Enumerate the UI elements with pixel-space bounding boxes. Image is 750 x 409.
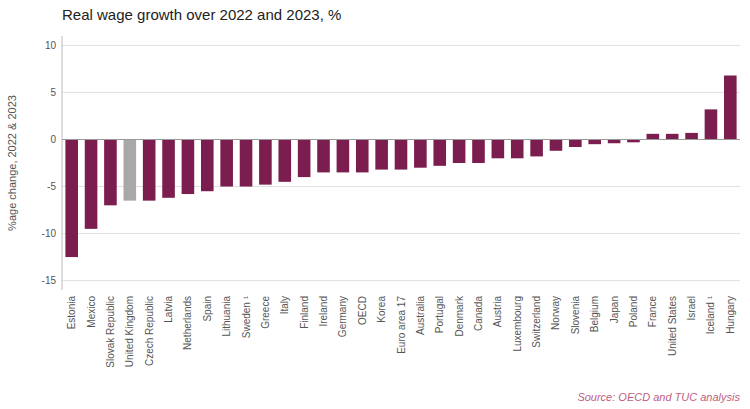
x-tick-label: Israel: [686, 296, 697, 320]
bar: [220, 139, 233, 186]
bar: [337, 139, 350, 172]
bar: [550, 139, 563, 150]
bar: [433, 139, 446, 165]
bar: [104, 139, 117, 205]
bar: [278, 139, 291, 181]
x-tick-label: OECD: [357, 296, 368, 325]
bar: [65, 139, 78, 257]
bar: [492, 139, 505, 158]
x-tick-label: Slovak Republic: [105, 296, 116, 368]
x-tick-label: Korea: [376, 296, 387, 323]
x-tick-label: Greece: [260, 296, 271, 329]
bar: [298, 139, 311, 177]
zero-line: [62, 139, 740, 140]
bar: [608, 139, 621, 143]
bar: [317, 139, 330, 172]
bar: [414, 139, 427, 167]
x-tick-label: Finland: [299, 296, 310, 329]
x-tick-label: Germany: [337, 296, 348, 337]
x-tick-label: Ireland: [318, 296, 329, 327]
bar: [705, 109, 718, 139]
y-axis-line: [62, 36, 63, 290]
y-tick-label: -10: [42, 228, 57, 239]
chart: Real wage growth over 2022 and 2023, % -1…: [0, 0, 750, 409]
y-axis-label: %age change, 2022 & 2023: [6, 95, 18, 231]
x-tick-label: Portugal: [434, 296, 445, 333]
y-tick-label: 0: [50, 134, 56, 145]
x-tick-label: Euro area 17: [396, 296, 407, 354]
x-tick-label: Switzerland: [531, 296, 542, 348]
bar: [511, 139, 524, 158]
grid-line: [62, 280, 740, 281]
x-tick-label: Australia: [415, 296, 426, 335]
background: [0, 0, 750, 409]
bar: [724, 76, 737, 140]
y-tick-label: -5: [47, 181, 56, 192]
grid-line: [62, 92, 740, 93]
y-tick-label: 10: [45, 40, 57, 51]
bar: [685, 133, 698, 140]
bar: [85, 139, 98, 228]
x-tick-label: Norway: [550, 296, 561, 330]
x-tick-label: United States: [667, 296, 678, 356]
x-tick-label: Austria: [492, 296, 503, 328]
x-tick-label: Belgium: [589, 296, 600, 332]
bar: [569, 139, 582, 147]
x-tick-label: Luxembourg: [512, 296, 523, 352]
bar: [240, 139, 253, 186]
x-tick-label: Netherlands: [182, 296, 193, 350]
bar: [356, 139, 369, 172]
x-tick-label: France: [647, 296, 658, 328]
bar: [395, 139, 408, 169]
bar: [375, 139, 388, 169]
grid-line: [62, 139, 740, 140]
x-tick-label: Hungary: [725, 296, 736, 334]
bar: [182, 139, 195, 194]
x-tick-label: Italy: [279, 296, 290, 314]
x-tick-label: Latvia: [163, 296, 174, 323]
bar: [666, 134, 679, 140]
bar: [588, 139, 601, 144]
x-tick-label: Japan: [609, 296, 620, 323]
bars: [65, 76, 736, 258]
x-tick-label: Slovenia: [570, 296, 581, 335]
grid-line: [62, 233, 740, 234]
bar: [162, 139, 175, 197]
x-tick-label: Iceland ¹: [705, 295, 716, 334]
x-tick-label: Denmark: [454, 295, 465, 337]
x-tick-label: Estonia: [66, 296, 77, 330]
source: Source: OECD and TUC analysis: [577, 391, 740, 403]
bar: [530, 139, 543, 156]
y-tick-label: 5: [50, 87, 56, 98]
grid: [62, 45, 740, 280]
page: {"chart_data": {"type": "bar", "title": …: [0, 0, 750, 409]
x-tick-label: Sweden ¹: [241, 295, 252, 338]
grid-line: [62, 45, 740, 46]
bar: [201, 139, 214, 191]
x-tick-label: Spain: [202, 296, 213, 322]
x-tick-label: Lithuania: [221, 296, 232, 337]
bar: [124, 139, 137, 200]
x-tick-label: Czech Republic: [144, 296, 155, 366]
x-tick-label: Canada: [473, 296, 484, 331]
title: Real wage growth over 2022 and 2023, %: [62, 6, 341, 23]
x-tick-label: Poland: [628, 296, 639, 327]
bar: [143, 139, 156, 200]
bar: [453, 139, 466, 163]
x-tick-label: Mexico: [86, 296, 97, 328]
y-tick-label: -15: [42, 275, 57, 286]
bar: [472, 139, 485, 163]
bar: [259, 139, 272, 184]
bar: [647, 134, 660, 140]
x-tick-label: United Kingdom: [124, 296, 135, 367]
